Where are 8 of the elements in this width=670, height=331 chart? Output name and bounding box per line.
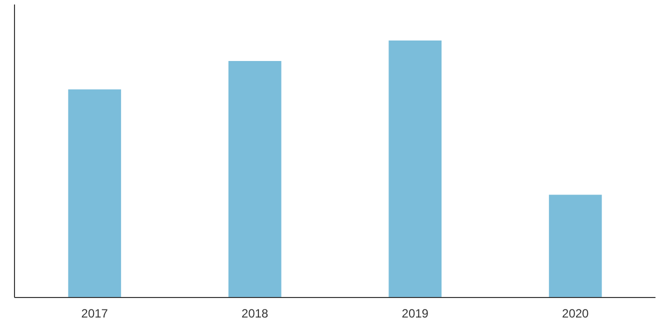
x-tick-label: 2018: [242, 306, 269, 320]
bar: [388, 40, 442, 298]
bar: [68, 89, 122, 298]
x-tick-label: 2019: [402, 306, 429, 320]
x-tick-label: 2020: [562, 306, 590, 320]
bar: [228, 61, 282, 298]
bar: [548, 194, 602, 298]
x-tick-label: 2017: [81, 306, 108, 320]
